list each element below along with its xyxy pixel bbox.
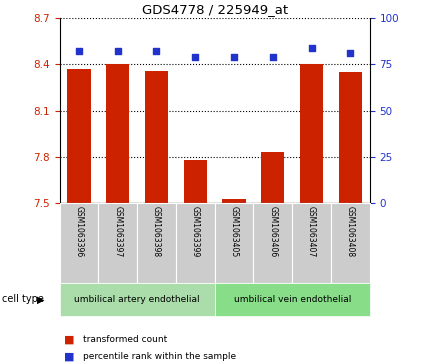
Bar [300,64,323,203]
Point [192,54,198,60]
Point [269,54,276,60]
Bar [331,203,370,283]
Text: GSM1063407: GSM1063407 [307,206,316,257]
Text: GSM1063397: GSM1063397 [113,206,122,257]
Bar [184,160,207,203]
Text: percentile rank within the sample: percentile rank within the sample [83,352,236,361]
Bar [67,69,91,203]
Point [153,49,160,54]
Point [308,45,315,51]
Bar [98,203,137,283]
Bar [253,203,292,283]
Text: umbilical vein endothelial: umbilical vein endothelial [233,295,351,304]
Text: ■: ■ [64,334,74,344]
Text: ■: ■ [64,351,74,362]
Bar [137,203,176,283]
Bar [261,152,284,203]
Text: transformed count: transformed count [83,335,167,344]
Text: ▶: ▶ [37,294,45,305]
Bar [215,283,370,316]
Bar [176,203,215,283]
Text: umbilical artery endothelial: umbilical artery endothelial [74,295,200,304]
Point [76,49,82,54]
Bar [292,203,331,283]
Text: GSM1063399: GSM1063399 [191,206,200,257]
Text: GSM1063396: GSM1063396 [74,206,83,257]
Title: GDS4778 / 225949_at: GDS4778 / 225949_at [142,3,288,16]
Bar [145,70,168,203]
Point [347,50,354,56]
Bar [222,199,246,203]
Text: GSM1063405: GSM1063405 [230,206,238,257]
Text: cell type: cell type [2,294,44,305]
Bar [60,283,215,316]
Bar [60,203,98,283]
Bar [215,203,253,283]
Point [231,54,238,60]
Bar [106,64,129,203]
Point [114,49,121,54]
Text: GSM1063398: GSM1063398 [152,206,161,257]
Bar [339,72,362,203]
Text: GSM1063406: GSM1063406 [268,206,277,257]
Text: GSM1063408: GSM1063408 [346,206,355,257]
